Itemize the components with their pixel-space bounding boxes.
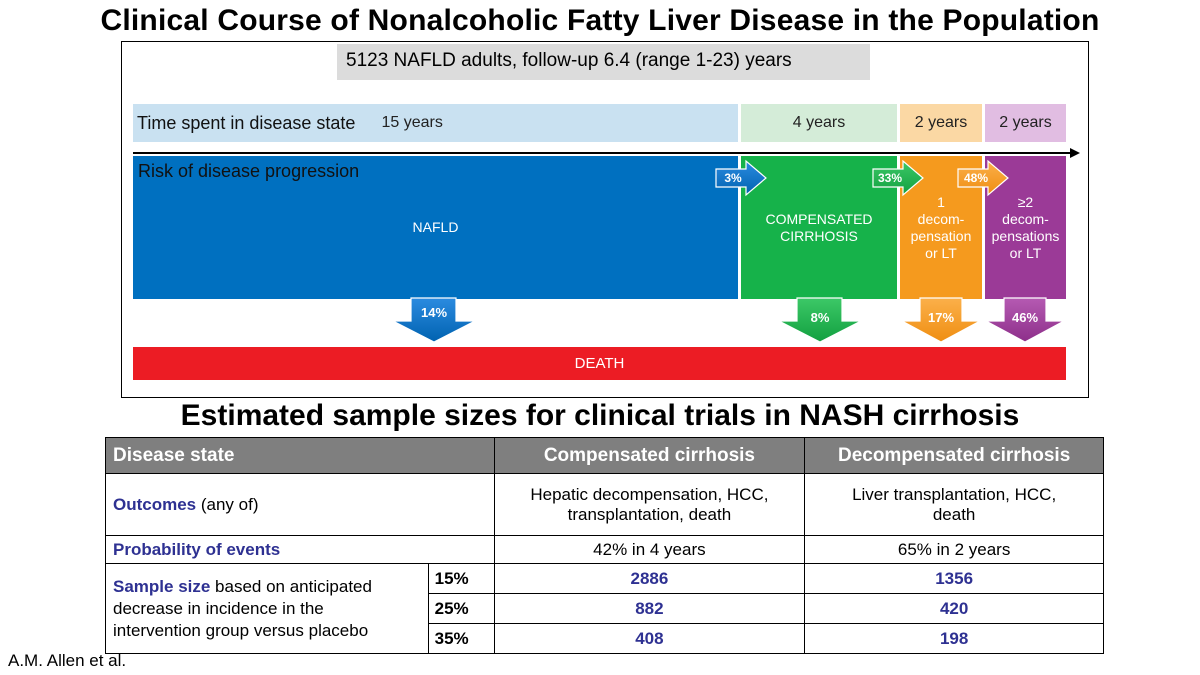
sample-decomp-25: 420 xyxy=(804,593,1104,624)
state-one-decompensation: 1 decom- pensation or LT xyxy=(900,156,982,299)
page-title: Clinical Course of Nonalcoholic Fatty Li… xyxy=(100,4,1100,37)
time-bar-one-decomp: 2 years xyxy=(900,104,982,142)
sample-size-label: Sample size based on anticipated decreas… xyxy=(105,563,429,654)
time-nafld: 15 years xyxy=(381,114,443,131)
state-one-line2: decom- xyxy=(917,210,965,227)
sample-comp-15: 2886 xyxy=(493,563,806,594)
outcomes-decompensated-line2: death xyxy=(932,504,976,524)
outcomes-decompensated: Liver transplantation, HCC, death xyxy=(804,473,1104,536)
state-nafld: NAFLD xyxy=(133,156,738,299)
credit: A.M. Allen et al. xyxy=(8,651,127,670)
outcomes-compensated-line2: transplantation, death xyxy=(567,504,732,524)
time-bar-nafld: Time spent in disease state 15 years xyxy=(133,104,738,142)
table-row-probability: Probability of events 42% in 4 years 65%… xyxy=(105,535,1104,564)
pct-35: 35% xyxy=(427,623,495,654)
state-two-line4: or LT xyxy=(1009,244,1042,261)
outcomes-compensated-line1: Hepatic decompensation, HCC, xyxy=(530,484,769,504)
header-compensated: Compensated cirrhosis xyxy=(493,437,806,474)
time-bar-compensated: 4 years xyxy=(741,104,897,142)
header-decompensated: Decompensated cirrhosis xyxy=(804,437,1104,474)
outcomes-compensated: Hepatic decompensation, HCC, transplanta… xyxy=(493,473,806,536)
time-compensated: 4 years xyxy=(792,114,846,131)
probability-decompensated: 65% in 2 years xyxy=(804,535,1104,564)
state-death-label: DEATH xyxy=(574,355,625,372)
diagram-frame xyxy=(121,41,1089,398)
table-row-sample-35: 35% 408 198 xyxy=(106,623,1104,654)
cohort-description: 5123 NAFLD adults, follow-up 6.4 (range … xyxy=(337,44,870,80)
state-compensated-line1: COMPENSATED xyxy=(765,210,873,227)
sample-comp-35: 408 xyxy=(493,623,806,654)
outcomes-label: Outcomes (any of) xyxy=(105,473,495,536)
sample-size-label-rest3: intervention group versus placebo xyxy=(113,620,369,640)
state-compensated-cirrhosis: COMPENSATED CIRRHOSIS xyxy=(741,156,897,299)
probability-compensated: 42% in 4 years xyxy=(493,535,806,564)
time-spent-label: Time spent in disease state xyxy=(137,112,356,133)
state-two-line2: decom- xyxy=(1002,210,1049,227)
outcomes-decompensated-line1: Liver transplantation, HCC, xyxy=(852,484,1057,504)
state-two-line1: ≥2 xyxy=(1017,193,1034,210)
state-compensated-line2: CIRRHOSIS xyxy=(780,227,858,244)
outcomes-label-rest: (any of) xyxy=(196,494,259,514)
sample-decomp-35: 198 xyxy=(804,623,1104,654)
state-one-line1: 1 xyxy=(937,193,945,210)
probability-label: Probability of events xyxy=(105,535,495,564)
state-one-line4: or LT xyxy=(925,244,957,261)
table-title: Estimated sample sizes for clinical tria… xyxy=(180,399,1020,432)
state-nafld-label: NAFLD xyxy=(412,219,459,235)
state-one-line3: pensation xyxy=(910,227,972,244)
sample-size-label-rest1: based on anticipated xyxy=(210,576,372,596)
pct-25: 25% xyxy=(427,593,495,624)
table-row-sample-25: 25% 882 420 xyxy=(106,593,1104,624)
time-bar-two-decomp: 2 years xyxy=(985,104,1066,142)
outcomes-label-bold: Outcomes xyxy=(113,494,197,514)
time-two-decomp: 2 years xyxy=(999,114,1052,131)
time-axis-arrow xyxy=(133,148,1080,158)
state-death: DEATH xyxy=(133,347,1066,380)
header-disease-state: Disease state xyxy=(105,437,495,474)
sample-decomp-15: 1356 xyxy=(804,563,1104,594)
table-header-row: Disease state Compensated cirrhosis Deco… xyxy=(105,437,1104,474)
sample-size-label-rest2: decrease in incidence in the xyxy=(113,598,324,618)
sample-size-label-bold: Sample size xyxy=(113,576,211,596)
risk-label: Risk of disease progression xyxy=(138,161,360,181)
table-row-sample-15: Sample size based on anticipated decreas… xyxy=(105,563,1104,654)
pct-15: 15% xyxy=(427,563,495,594)
sample-size-table: Disease state Compensated cirrhosis Deco… xyxy=(105,437,1104,654)
state-two-decompensations: ≥2 decom- pensations or LT xyxy=(985,156,1066,299)
state-two-line3: pensations xyxy=(991,227,1060,244)
sample-comp-25: 882 xyxy=(493,593,806,624)
time-one-decomp: 2 years xyxy=(914,114,968,131)
table-row-outcomes: Outcomes (any of) Hepatic decompensation… xyxy=(105,473,1104,536)
